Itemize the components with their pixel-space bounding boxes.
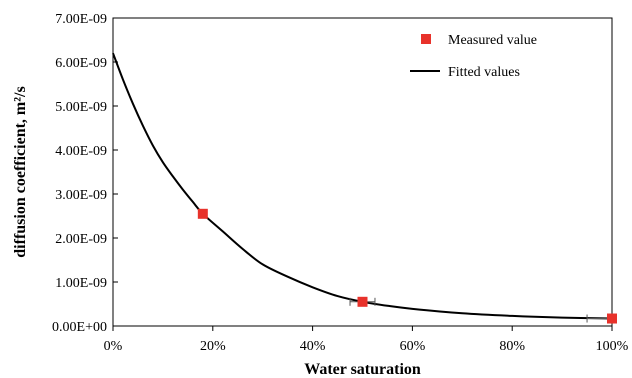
x-tick-label: 40% [300,339,326,354]
x-axis: 0% 20% 40% 60% 80% 100% [104,326,629,354]
x-tick-label: 0% [104,339,123,354]
y-tick-label: 6.00E-09 [55,56,107,71]
y-tick-label: 7.00E-09 [55,12,107,27]
y-tick-label: 1.00E-09 [55,276,107,291]
y-tick-label: 0.00E+00 [52,320,107,335]
y-tick-label: 4.00E-09 [55,144,107,159]
x-tick-label: 60% [400,339,426,354]
x-tick-label: 80% [499,339,525,354]
legend-label-measured: Measured value [448,33,537,48]
y-tick-label: 5.00E-09 [55,100,107,115]
y-axis-title: diffusion coefficient, m²/s [12,86,29,257]
y-tick-label: 2.00E-09 [55,232,107,247]
measured-value-point [357,296,368,307]
y-axis: 0.00E+00 1.00E-09 2.00E-09 3.00E-09 4.00E-09… [52,12,118,335]
x-tick-label: 20% [200,339,226,354]
plot-area [112,17,613,327]
plot-frame [112,17,613,327]
legend-marker-measured [421,34,431,44]
measured-value-point [197,208,208,219]
legend: Measured value Fitted values [410,33,537,80]
measured-value-point [607,313,617,324]
series-layer [112,52,617,324]
legend-label-fitted: Fitted values [448,65,520,80]
y-tick-label: 3.00E-09 [55,188,107,203]
fitted-values-line [112,52,613,320]
x-axis-title: Water saturation [304,361,421,378]
x-tick-label: 100% [596,339,629,354]
